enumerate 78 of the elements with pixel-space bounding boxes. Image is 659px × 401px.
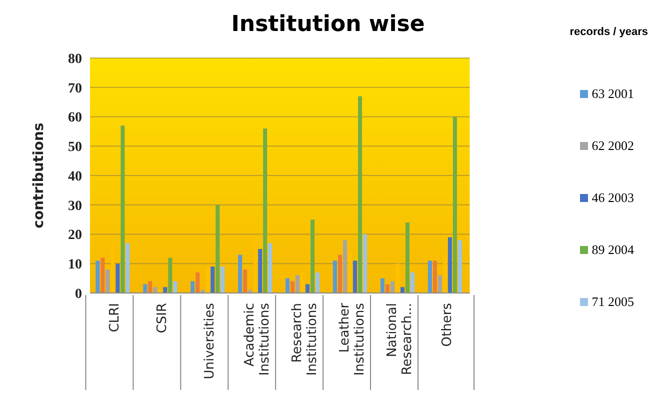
bar [216, 204, 220, 293]
y-tick-label: 20 [68, 228, 82, 244]
x-tick-label: CSIR [155, 303, 170, 334]
bar [238, 254, 242, 293]
chart-title: Institution wise [231, 12, 425, 37]
bar [253, 237, 258, 293]
y-tick-label: 40 [68, 169, 82, 184]
bar [143, 284, 148, 293]
y-tick-label: 70 [68, 81, 82, 96]
bar [333, 260, 338, 293]
bar [405, 222, 410, 293]
bar [126, 243, 130, 293]
y-tick-label: 10 [68, 258, 82, 273]
bar [400, 287, 404, 293]
bar [395, 264, 400, 293]
bar [153, 287, 158, 293]
bar [380, 278, 384, 293]
bar [110, 246, 115, 293]
y-tick-label: 80 [68, 52, 82, 67]
bar [316, 272, 320, 293]
bar [206, 266, 210, 293]
x-tick-label: National Research... [385, 303, 416, 376]
bar [338, 254, 342, 293]
bar [410, 272, 414, 293]
bar [448, 237, 452, 293]
bar [100, 258, 105, 293]
legend-label: 71 2005 [592, 294, 634, 310]
bar [300, 272, 305, 293]
y-tick-label: 60 [68, 110, 82, 126]
bar [190, 281, 195, 293]
y-axis-title: contributions [30, 122, 47, 228]
bar [343, 240, 348, 293]
bar [452, 116, 457, 293]
bar [220, 266, 225, 293]
bar [268, 243, 272, 293]
y-tick-label: 50 [68, 140, 82, 156]
x-tick-label: Academic Institutions [242, 302, 273, 376]
x-tick-label: Leather Institutions [338, 302, 368, 376]
y-tick-label: 0 [75, 286, 82, 302]
bar [438, 275, 442, 293]
bar [296, 275, 300, 293]
bar [310, 220, 315, 293]
bar [258, 248, 262, 293]
bar [358, 96, 362, 293]
bar [173, 281, 178, 293]
bar [210, 266, 215, 293]
legend-label: 46 2003 [592, 190, 634, 206]
bar [306, 284, 310, 293]
legend-label: 89 2004 [592, 242, 634, 258]
bar [428, 260, 432, 293]
bar [120, 126, 125, 293]
bar [348, 252, 352, 293]
x-tick-label: Others [440, 302, 455, 347]
bar [106, 270, 110, 293]
legend-title: records / years [570, 26, 648, 38]
bar [442, 254, 447, 293]
bar [196, 272, 200, 293]
bar [286, 278, 290, 293]
bar [458, 240, 462, 293]
x-tick-label: CLRI [108, 303, 123, 332]
legend-label: 63 2001 [592, 86, 634, 102]
bar [353, 260, 358, 293]
bar [96, 260, 100, 293]
bar [168, 258, 172, 293]
bar [290, 281, 295, 293]
legend-label: 62 2002 [592, 138, 634, 154]
bar [163, 287, 168, 293]
bar [243, 270, 248, 293]
bar [385, 284, 390, 293]
x-tick-label: Universities [202, 302, 218, 380]
bar [432, 260, 437, 293]
bar [390, 281, 394, 293]
bar [148, 281, 152, 293]
bar [116, 264, 120, 293]
y-tick-label: 30 [68, 198, 82, 214]
bar [363, 234, 368, 293]
x-tick-label: Research Institutions [290, 302, 320, 376]
bar [263, 128, 268, 293]
